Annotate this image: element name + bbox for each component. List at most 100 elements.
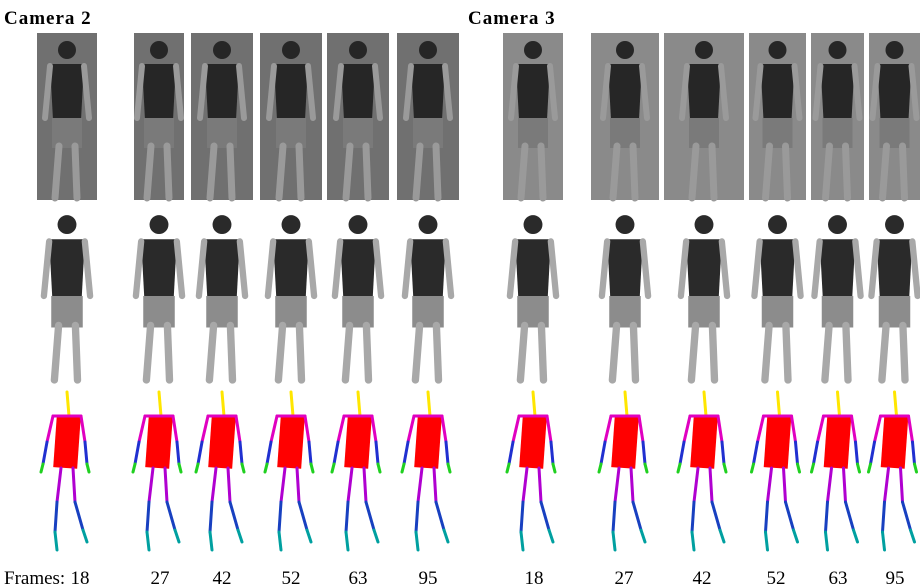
legs <box>762 142 791 202</box>
head <box>418 215 438 235</box>
bone <box>137 414 147 444</box>
bone <box>416 466 424 504</box>
bone <box>678 440 686 466</box>
bone <box>374 440 380 466</box>
arms <box>40 238 94 300</box>
head <box>349 41 367 59</box>
bone <box>200 414 210 444</box>
bone <box>165 500 177 532</box>
shorts <box>206 296 238 328</box>
torso <box>515 239 551 299</box>
bone <box>850 414 857 444</box>
frame-number: 52 <box>767 568 786 588</box>
bone <box>157 390 163 418</box>
torso <box>759 239 796 299</box>
bone <box>637 414 645 444</box>
bone <box>909 528 916 544</box>
shorts <box>517 296 549 328</box>
torso <box>687 64 721 120</box>
head <box>419 41 437 59</box>
torso <box>277 415 305 469</box>
bone <box>171 414 179 444</box>
head <box>57 215 77 235</box>
bone <box>336 414 346 444</box>
bone <box>220 390 226 418</box>
shorts <box>878 296 911 328</box>
bone <box>240 462 246 474</box>
legs <box>412 142 442 202</box>
legs <box>516 321 548 384</box>
arms <box>811 238 864 300</box>
bone <box>812 440 819 466</box>
legs <box>822 142 851 202</box>
bone <box>83 440 89 466</box>
bone <box>539 500 551 532</box>
legs <box>142 321 174 384</box>
head <box>885 41 904 59</box>
shorts <box>609 296 641 328</box>
torso <box>820 64 855 120</box>
bone <box>720 440 726 466</box>
head <box>150 41 168 59</box>
bone <box>531 390 537 418</box>
shorts <box>412 296 444 328</box>
shorts <box>689 118 719 148</box>
bone <box>816 414 825 444</box>
frame-column: 42 <box>664 33 744 588</box>
arms <box>331 238 385 300</box>
torso <box>50 64 84 120</box>
bone <box>766 466 773 504</box>
bone <box>844 500 855 532</box>
head <box>281 215 301 235</box>
legs <box>821 321 852 384</box>
bone <box>764 500 769 534</box>
arms <box>333 63 383 121</box>
legs <box>341 321 373 384</box>
head <box>828 41 847 59</box>
bone <box>376 462 382 474</box>
torso <box>880 415 909 469</box>
bone <box>406 414 416 444</box>
bone <box>332 440 340 466</box>
frame-column: 27 <box>131 33 186 588</box>
legs <box>687 321 719 384</box>
arms <box>195 238 249 300</box>
frame-column: 95 <box>867 33 920 588</box>
head <box>616 41 634 59</box>
bone <box>913 462 918 474</box>
bone <box>147 466 155 504</box>
legs <box>517 142 547 202</box>
shorts <box>343 118 373 148</box>
frame-number: 63 <box>349 568 368 588</box>
torso <box>608 64 642 120</box>
bone <box>611 530 617 552</box>
bone <box>682 414 692 444</box>
bone <box>883 466 890 504</box>
bone <box>295 466 301 504</box>
bone <box>911 440 916 466</box>
bone <box>551 462 557 474</box>
bone <box>545 414 553 444</box>
bone <box>432 466 438 504</box>
bone <box>792 528 799 544</box>
arms <box>266 63 316 121</box>
bone <box>228 500 240 532</box>
bone <box>440 414 448 444</box>
bone <box>603 414 613 444</box>
bone <box>263 462 269 474</box>
bone <box>718 528 726 544</box>
bone <box>856 462 861 474</box>
head <box>615 215 635 235</box>
bone <box>414 500 420 534</box>
shorts <box>610 118 640 148</box>
shorts <box>822 118 853 148</box>
bone <box>611 500 617 534</box>
bone <box>177 462 183 474</box>
frame-column: 52 <box>260 33 322 588</box>
torso <box>141 239 177 299</box>
shorts <box>688 296 720 328</box>
bone <box>163 466 169 504</box>
head <box>768 215 787 235</box>
bone <box>824 500 829 534</box>
legs <box>143 142 173 202</box>
